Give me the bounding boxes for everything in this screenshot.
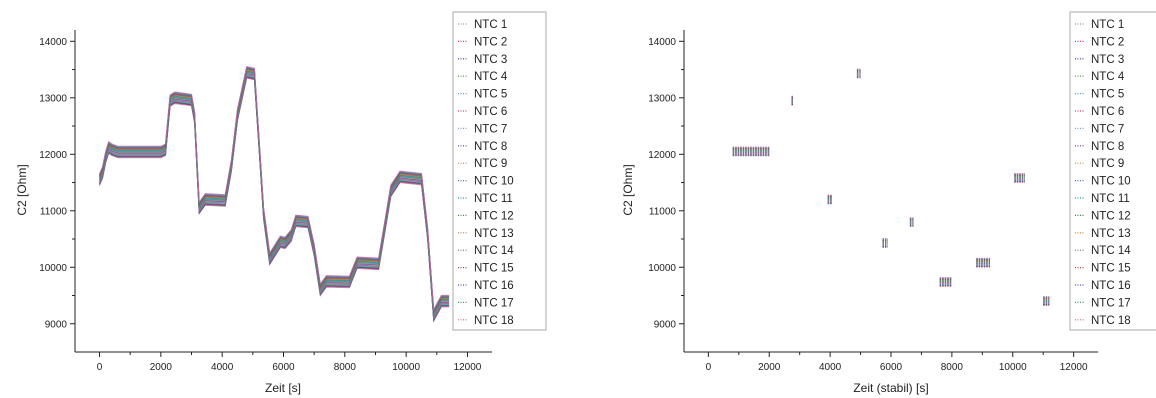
series-line [99,76,450,323]
legend-item: NTC 14 [474,245,514,257]
chart-left: 0 2000 4000 6000 8000 10000 12000 9000 10000 110… [15,11,547,395]
y-tick-label: 14000 [648,37,676,48]
y-axis-label: C2 [Ohm] [621,164,635,215]
y-tick-label: 12000 [39,150,67,161]
legend-item: NTC 16 [474,280,514,292]
series-line [99,73,450,319]
x-ticks: 0 2000 4000 6000 8000 10000 12000 [97,352,482,373]
legend-item: NTC 11 [1091,193,1130,205]
legend-item: NTC 16 [1091,280,1131,292]
x-axis-label: Zeit (stabil) [s] [853,381,928,395]
legend-item: NTC 18 [1091,315,1131,327]
legend-item: NTC 4 [474,71,508,83]
y-tick-label: 9000 [654,319,677,330]
legend-item: NTC 5 [474,89,507,101]
x-tick-label: 12000 [1060,362,1088,373]
legend-item: NTC 12 [474,210,514,222]
legend-box [452,11,547,331]
legend-item: NTC 6 [1091,106,1124,118]
series-line [99,71,450,317]
legend-item: NTC 17 [474,297,514,309]
legend-item: NTC 13 [474,228,514,240]
y-tick-label: 9000 [45,319,68,330]
x-tick-label: 8000 [941,362,964,373]
plot-area [732,68,1050,307]
x-tick-label: 4000 [819,362,842,373]
legend-item: NTC 17 [1091,297,1131,309]
legend-item: NTC 8 [1091,141,1124,153]
y-tick-label: 12000 [648,150,676,161]
series-line [99,72,450,319]
series-line [99,68,450,314]
plot-area [99,66,450,323]
legend-item: NTC 14 [1091,245,1131,257]
series-line [99,75,450,321]
series-line [99,77,450,323]
series-line [99,69,450,315]
legend-item: NTC 2 [1091,36,1124,48]
x-ticks: 0 2000 4000 6000 8000 10000 12000 [706,352,1088,373]
series-line [99,66,450,312]
legend-item: NTC 4 [1091,71,1125,83]
legend-item: NTC 15 [1091,263,1131,275]
y-tick-label: 10000 [39,263,67,274]
x-axis-label: Zeit [s] [265,381,301,395]
y-tick-label: 11000 [40,206,68,217]
series-line [99,76,450,322]
x-tick-label: 8000 [334,362,357,373]
legend-box [1069,11,1156,331]
x-tick-label: 2000 [758,362,781,373]
legend-item: NTC 3 [1091,54,1124,66]
series-line [99,70,450,316]
y-tick-label: 13000 [39,93,67,104]
legend-item: NTC 1 [1091,19,1124,31]
legend-item: NTC 7 [1091,123,1124,135]
legend-item: NTC 13 [1091,228,1131,240]
legend-item: NTC 8 [474,141,507,153]
x-tick-label: 0 [97,362,103,373]
legend-item: NTC 3 [474,54,507,66]
legend: NTC 1 NTC 2 NTC 3 NTC 4 NTC 5 NTC 6 NTC 7 NTC 8… [1069,11,1156,331]
series-line [99,72,450,318]
y-ticks: 9000 10000 11000 12000 13000 14000 [648,37,684,330]
y-tick-label: 10000 [648,263,676,274]
series-line [99,68,450,314]
y-tick-label: 13000 [648,93,676,104]
legend-item: NTC 9 [474,158,507,170]
legend-item: NTC 2 [474,36,507,48]
x-tick-label: 0 [706,362,712,373]
series-line [99,74,450,321]
legend-item: NTC 5 [1091,89,1124,101]
x-tick-label: 10000 [999,362,1027,373]
x-tick-label: 6000 [272,362,295,373]
x-tick-label: 12000 [454,362,482,373]
chart-right: 0 2000 4000 6000 8000 10000 12000 9000 10000 110… [621,11,1156,395]
x-tick-label: 2000 [150,362,173,373]
legend-item: NTC 18 [474,315,514,327]
series-line [99,67,450,313]
legend-item: NTC 11 [474,193,513,205]
legend-item: NTC 7 [474,123,507,135]
y-tick-label: 14000 [39,37,67,48]
series-line [99,70,450,317]
legend-item: NTC 10 [1091,176,1131,188]
y-ticks: 9000 10000 11000 12000 13000 14000 [39,37,75,330]
legend: NTC 1 NTC 2 NTC 3 NTC 4 NTC 5 NTC 6 NTC 7 NTC 8… [452,11,547,331]
y-tick-label: 11000 [649,206,677,217]
y-axis-label: C2 [Ohm] [15,164,29,215]
x-tick-label: 10000 [392,362,420,373]
legend-item: NTC 1 [474,19,507,31]
legend-item: NTC 12 [1091,210,1131,222]
series-line [99,66,450,312]
series-line [99,74,450,320]
x-tick-label: 4000 [211,362,234,373]
legend-item: NTC 9 [1091,158,1124,170]
x-tick-label: 6000 [880,362,903,373]
legend-item: NTC 6 [474,106,507,118]
legend-item: NTC 15 [474,263,514,275]
legend-item: NTC 10 [474,176,514,188]
